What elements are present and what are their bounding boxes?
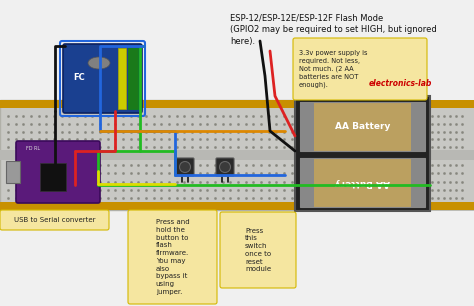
FancyBboxPatch shape: [176, 158, 194, 176]
Text: FC: FC: [73, 73, 85, 81]
Bar: [0, 202, 430, 210]
Text: ESP-12/ESP-12E/ESP-12F Flash Mode
(GPIO2 may be required to set HIGH, but ignore: ESP-12/ESP-12E/ESP-12F Flash Mode (GPIO2…: [230, 14, 437, 46]
Bar: [295, 96, 430, 211]
Text: electronics-lab: electronics-lab: [368, 80, 432, 88]
Bar: [0, 100, 430, 210]
Bar: [6, 161, 20, 183]
Bar: [118, 48, 126, 109]
Bar: [300, 102, 425, 151]
Circle shape: [219, 162, 230, 173]
Bar: [0, 150, 430, 160]
Bar: [40, 163, 66, 191]
Bar: [411, 102, 425, 151]
Text: Press
this
switch
once to
reset
module: Press this switch once to reset module: [245, 228, 271, 272]
Bar: [411, 158, 425, 207]
FancyBboxPatch shape: [128, 210, 217, 304]
Bar: [430, 100, 474, 210]
Bar: [300, 158, 314, 207]
FancyBboxPatch shape: [16, 141, 100, 203]
FancyBboxPatch shape: [0, 210, 109, 230]
FancyBboxPatch shape: [63, 44, 142, 113]
Bar: [128, 48, 138, 109]
FancyBboxPatch shape: [220, 212, 296, 288]
Text: FD RL: FD RL: [26, 147, 40, 151]
FancyBboxPatch shape: [216, 158, 234, 176]
Text: Press and
hold the
button to
flash
firmware.
You may
also
bypass it
using
jumper: Press and hold the button to flash firmw…: [155, 219, 189, 295]
Text: USB to Serial converter: USB to Serial converter: [14, 217, 95, 223]
Ellipse shape: [88, 57, 110, 69]
Text: AA Battery: AA Battery: [335, 178, 390, 187]
Bar: [300, 158, 425, 207]
Text: 3.3v power supply is
required. Not less,
Not much. (2 AA
batteries are NOT
enoug: 3.3v power supply is required. Not less,…: [299, 50, 367, 88]
Text: AA Battery: AA Battery: [335, 122, 390, 131]
Bar: [430, 150, 474, 160]
Circle shape: [180, 162, 191, 173]
Bar: [430, 100, 474, 108]
Bar: [430, 202, 474, 210]
Bar: [300, 102, 314, 151]
Bar: [0, 100, 430, 108]
FancyBboxPatch shape: [293, 38, 427, 100]
